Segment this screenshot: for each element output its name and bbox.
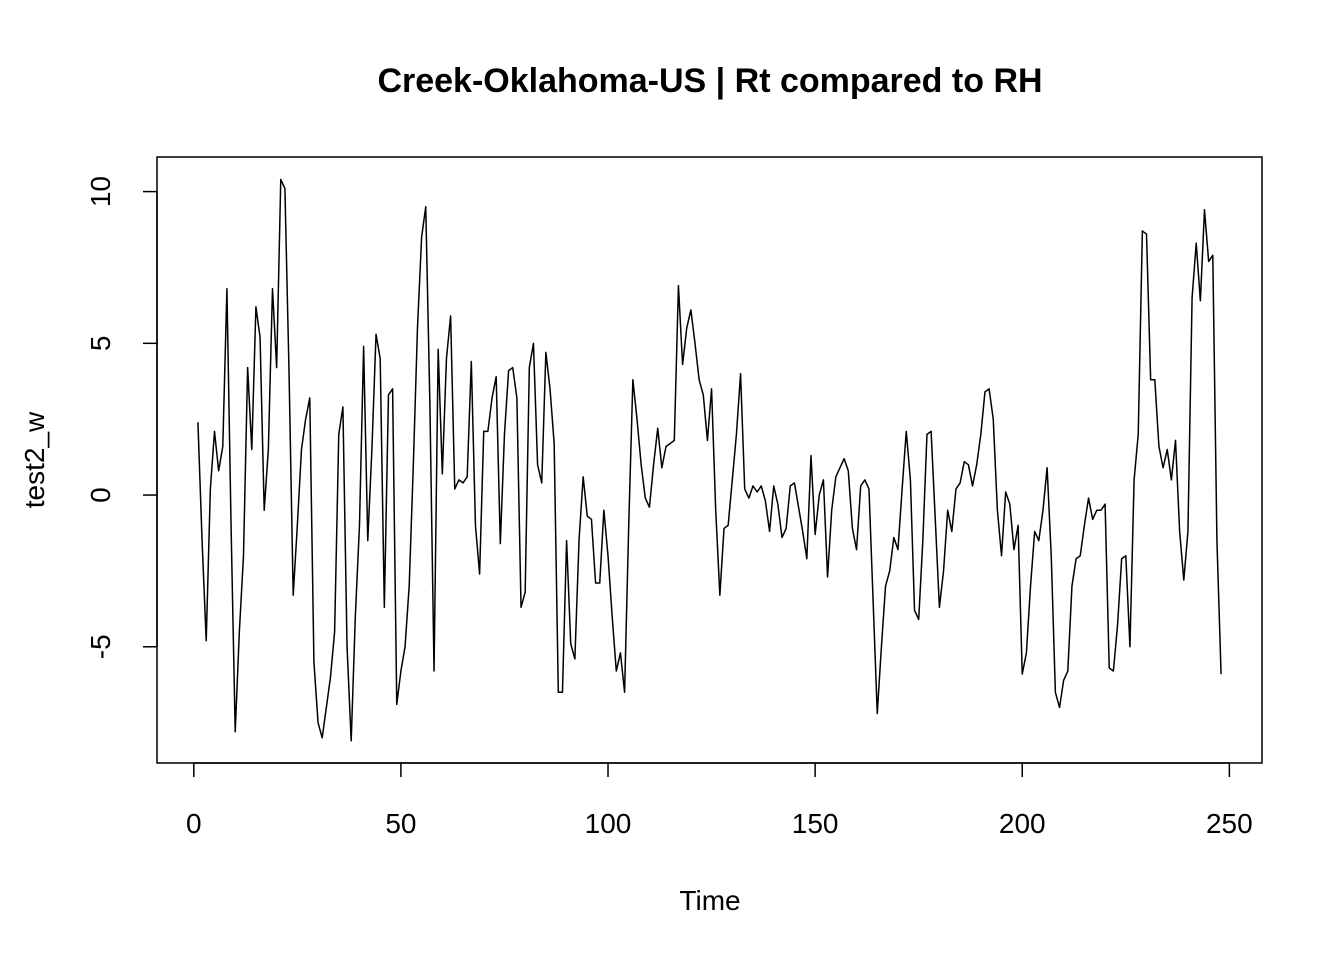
y-axis-label: test2_w bbox=[19, 411, 50, 508]
data-line bbox=[197, 178, 1222, 742]
x-tick-label: 200 bbox=[999, 808, 1046, 839]
y-tick-label: 0 bbox=[85, 487, 116, 503]
y-tick-label: 5 bbox=[85, 336, 116, 352]
x-axis-label: Time bbox=[679, 885, 740, 916]
x-tick-label: 0 bbox=[186, 808, 202, 839]
y-tick-label: 10 bbox=[85, 176, 116, 207]
x-tick-label: 100 bbox=[585, 808, 632, 839]
chart-title: Creek-Oklahoma-US | Rt compared to RH bbox=[377, 62, 1042, 100]
y-tick-label: -5 bbox=[85, 634, 116, 659]
x-tick-label: 250 bbox=[1206, 808, 1253, 839]
x-tick-label: 150 bbox=[792, 808, 839, 839]
x-tick-label: 50 bbox=[385, 808, 416, 839]
plot-frame bbox=[156, 156, 1263, 764]
